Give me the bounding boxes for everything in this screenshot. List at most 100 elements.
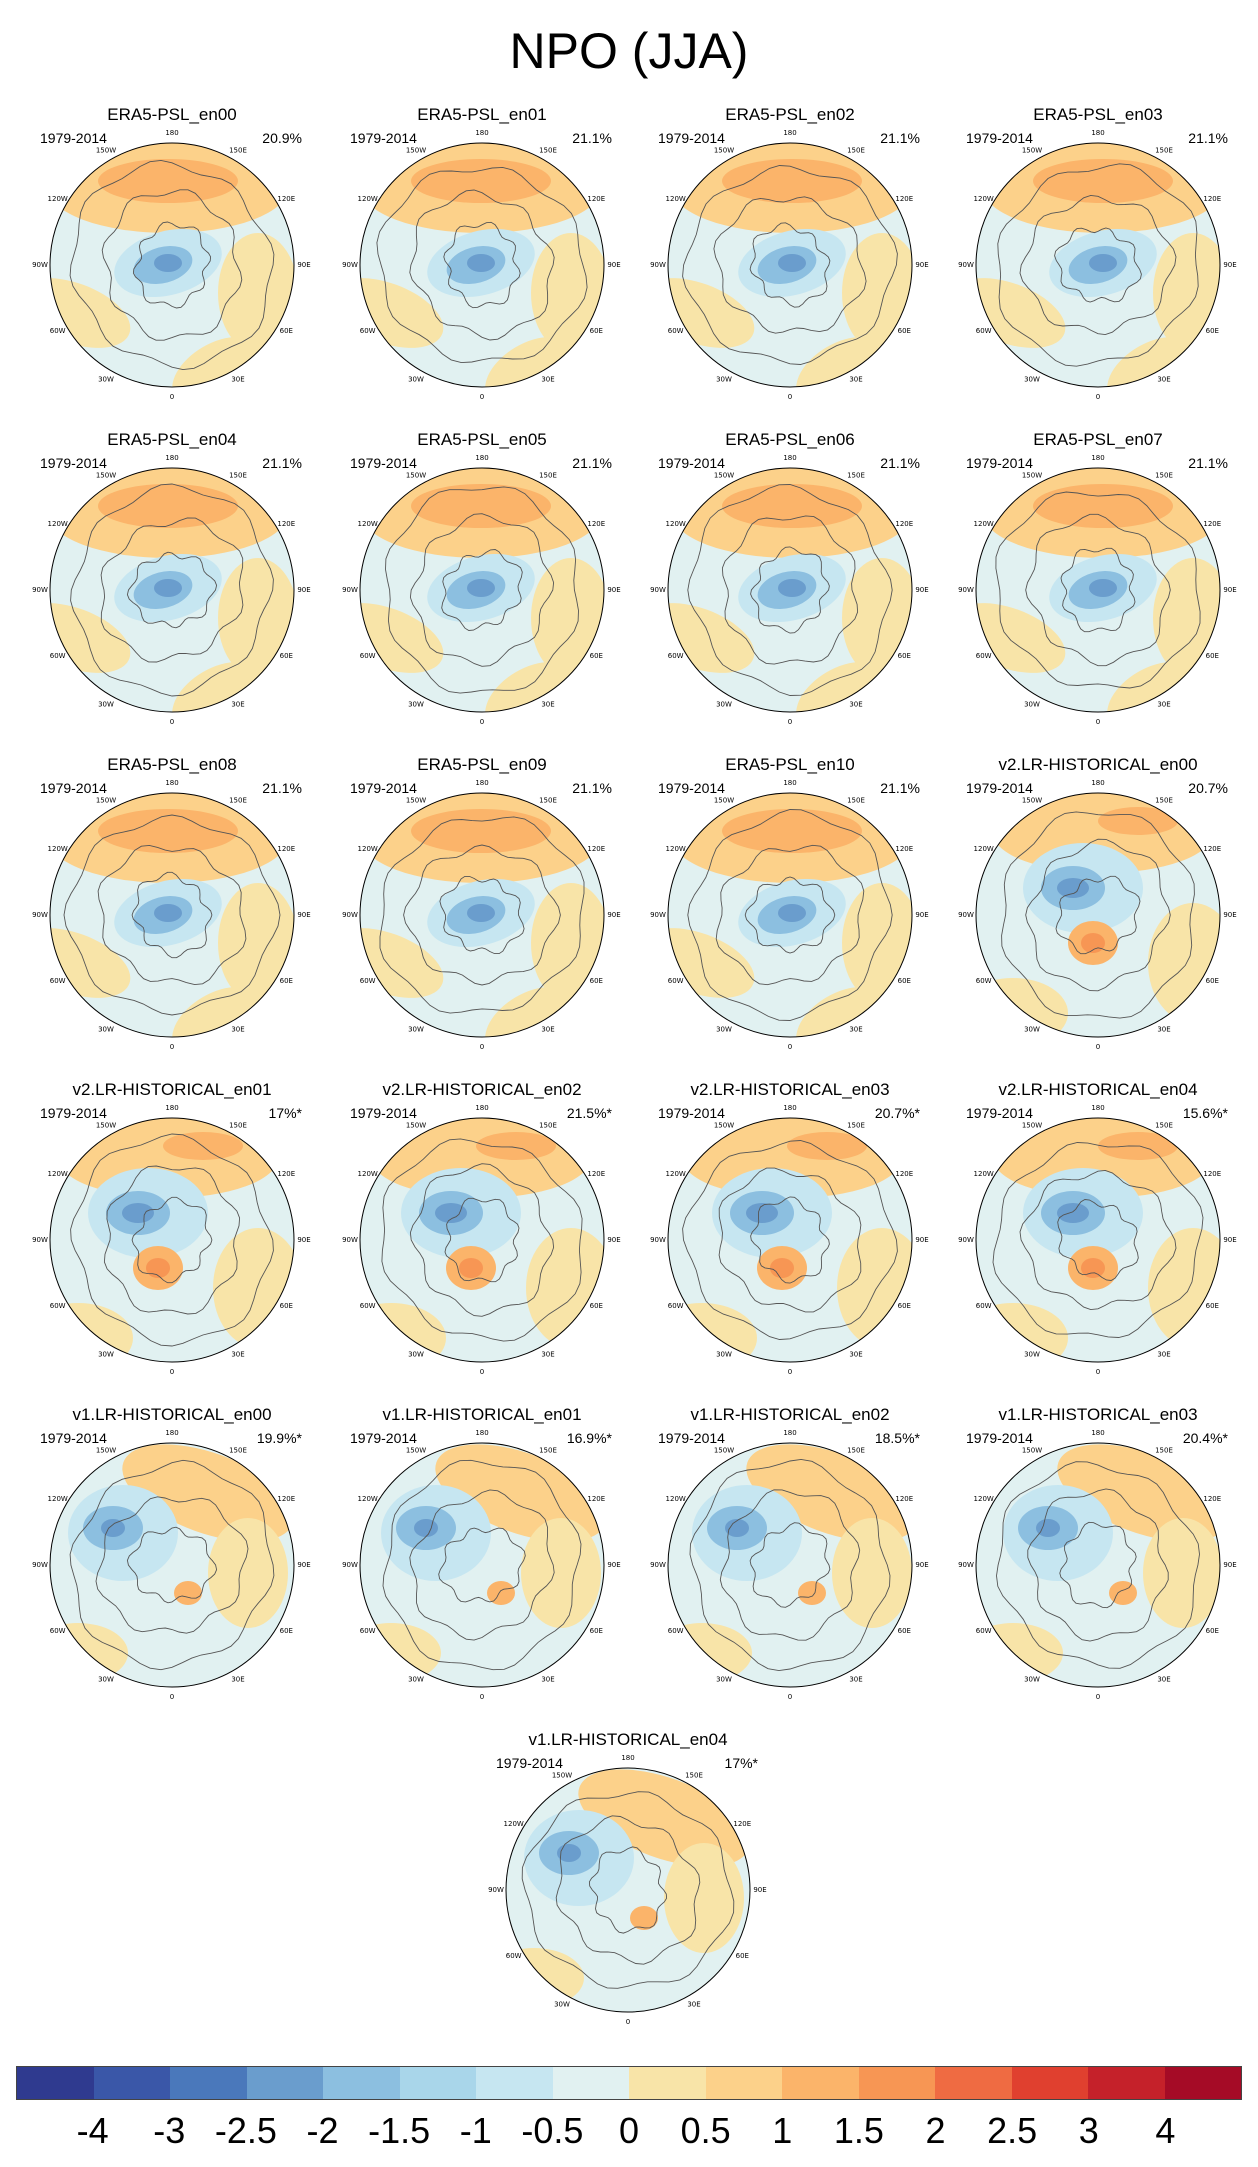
anomaly-contour — [842, 233, 912, 353]
longitude-label: 60W — [506, 1952, 522, 1960]
longitude-label: 150W — [406, 1447, 426, 1455]
longitude-label: 120W — [666, 1495, 686, 1503]
longitude-label: 60E — [898, 1627, 911, 1635]
polar-map: 180 150E 120E 90E 60E 30E 0 30W 60W 90W 120W 150W — [650, 1429, 929, 1701]
coastline — [687, 809, 893, 1021]
anomaly-contour — [725, 1519, 749, 1537]
coastline — [441, 549, 523, 631]
figure-title: NPO (JJA) — [509, 23, 749, 79]
panel-variance-pct: 17%* — [724, 1755, 758, 1771]
panel-title: v1.LR-HISTORICAL_en04 — [528, 1730, 728, 1749]
longitude-label: 90E — [607, 1236, 620, 1244]
longitude-label: 150E — [1155, 1122, 1173, 1130]
panel-title: ERA5-PSL_en01 — [417, 105, 547, 124]
panel-title: v1.LR-HISTORICAL_en03 — [998, 1405, 1198, 1424]
polar-map: 180 150E 120E 90E 60E 30E 0 30W 60W 90W 120W 150W — [32, 1104, 311, 1376]
longitude-label: 60W — [50, 327, 66, 335]
longitude-label: 150W — [406, 797, 426, 805]
longitude-label: 150E — [1155, 797, 1173, 805]
coastline — [376, 166, 588, 364]
longitude-label: 30E — [231, 375, 244, 383]
anomaly-contour — [531, 233, 604, 353]
anomaly-contour — [146, 1258, 170, 1278]
coastline — [1057, 1199, 1139, 1281]
colorbar-swatch — [323, 2067, 400, 2099]
colorbar-swatch — [705, 2067, 782, 2099]
longitude-label: 90E — [1223, 261, 1236, 269]
anomaly-contour — [630, 1906, 658, 1930]
colorbar-swatch — [782, 2067, 859, 2099]
longitude-label: 30E — [541, 1025, 554, 1033]
colorbar-tick-label: -4 — [76, 2110, 109, 2151]
anomaly-contour — [467, 254, 495, 272]
longitude-label: 90W — [32, 586, 48, 594]
map-panel: ERA5-PSL_en01 1979-2014 21.1% 180 150E 120E 90… — [332, 105, 632, 405]
colorbar-swatch — [246, 2067, 323, 2099]
longitude-label: 150E — [539, 147, 557, 155]
longitude-label: 90E — [915, 261, 928, 269]
map-panel: v1.LR-HISTORICAL_en04 1979-2014 17%* 180 150… — [478, 1730, 778, 2030]
panel-title: v1.LR-HISTORICAL_en00 — [72, 1405, 272, 1424]
longitude-label: 150W — [96, 147, 116, 155]
longitude-label: 30W — [716, 700, 732, 708]
panel-title: ERA5-PSL_en07 — [1033, 430, 1163, 449]
anomaly-contour — [360, 1303, 446, 1362]
coastline — [132, 221, 212, 309]
longitude-label: 30E — [1157, 700, 1170, 708]
polar-map: 180 150E 120E 90E 60E 30E 0 30W 60W 90W 120W 150W — [32, 129, 311, 401]
coastline — [439, 875, 525, 955]
longitude-label: 180 — [1091, 129, 1104, 137]
longitude-label: 30W — [716, 1350, 732, 1358]
anomaly-contour — [98, 159, 238, 203]
longitude-label: 150E — [685, 1772, 703, 1780]
longitude-label: 150E — [847, 147, 865, 155]
anomaly-contour — [98, 809, 238, 853]
coastline — [682, 1140, 898, 1340]
longitude-label: 0 — [480, 1043, 484, 1051]
panel-variance-pct: 21.1% — [1188, 455, 1228, 471]
longitude-label: 60E — [898, 977, 911, 985]
longitude-label: 0 — [788, 1043, 792, 1051]
longitude-label: 60E — [590, 977, 603, 985]
panel-title: v2.LR-HISTORICAL_en01 — [72, 1080, 272, 1099]
longitude-label: 60E — [280, 327, 293, 335]
coastline — [1001, 811, 1195, 1019]
coastline — [1025, 513, 1171, 667]
longitude-label: 150W — [714, 1447, 734, 1455]
coastline — [749, 222, 831, 308]
panel-variance-pct: 21.1% — [262, 455, 302, 471]
longitude-label: 120W — [666, 1170, 686, 1178]
anomaly-contour — [172, 986, 264, 1037]
coastline — [100, 517, 244, 663]
longitude-label: 150E — [229, 472, 247, 480]
longitude-label: 150E — [229, 1447, 247, 1455]
longitude-label: 120W — [974, 845, 994, 853]
longitude-label: 90E — [915, 586, 928, 594]
panel-period: 1979-2014 — [350, 780, 417, 796]
polar-map: 180 150E 120E 90E 60E 30E 0 30W 60W 90W 120W 150W — [342, 454, 621, 726]
longitude-label: 120W — [974, 1170, 994, 1178]
longitude-label: 90W — [32, 261, 48, 269]
longitude-label: 150W — [1022, 472, 1042, 480]
longitude-label: 90W — [32, 1561, 48, 1569]
longitude-label: 60E — [280, 1627, 293, 1635]
longitude-label: 120W — [48, 1170, 68, 1178]
longitude-label: 90E — [607, 1561, 620, 1569]
anomaly-contour — [1057, 1203, 1089, 1223]
colorbar-swatch — [93, 2067, 170, 2099]
longitude-label: 30E — [1157, 1675, 1170, 1683]
longitude-label: 120W — [358, 1495, 378, 1503]
longitude-label: 60E — [898, 652, 911, 660]
longitude-label: 150W — [552, 1772, 572, 1780]
panel-title: ERA5-PSL_en03 — [1033, 105, 1163, 124]
coastline — [103, 1165, 241, 1315]
panel-variance-pct: 19.9%* — [256, 1430, 302, 1446]
map-border — [49, 792, 295, 1038]
longitude-label: 120W — [358, 1170, 378, 1178]
longitude-label: 0 — [788, 1368, 792, 1376]
longitude-label: 60W — [360, 977, 376, 985]
longitude-label: 90W — [650, 911, 666, 919]
longitude-label: 150W — [714, 1122, 734, 1130]
longitude-label: 120W — [666, 195, 686, 203]
map-border — [49, 1117, 295, 1363]
